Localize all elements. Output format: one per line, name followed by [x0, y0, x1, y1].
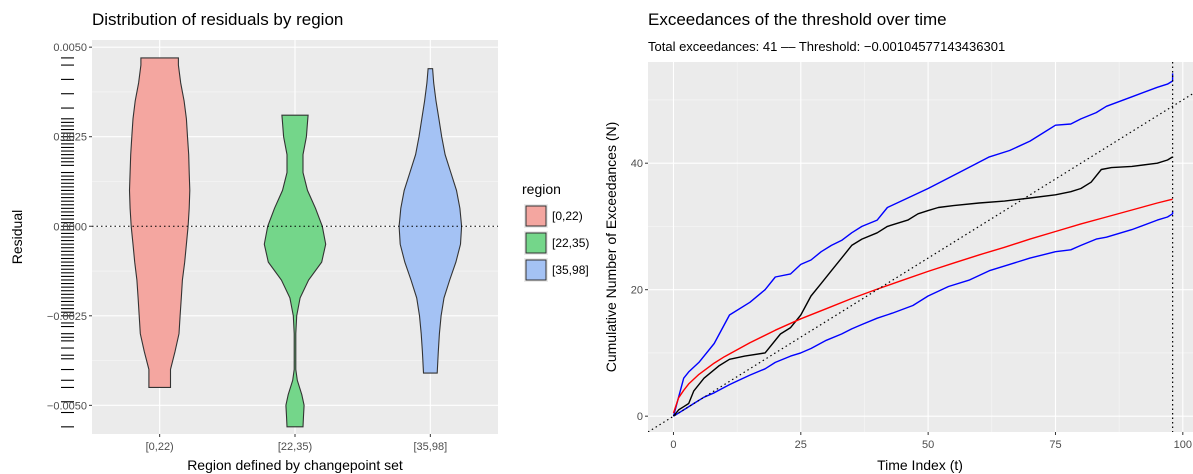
- exceedance-x-ticks: 0 25 50 75 100: [670, 432, 1192, 451]
- violin-x-tick-label: [35,98]: [414, 441, 448, 453]
- violin-2: [263, 114, 327, 428]
- legend-swatch: [525, 232, 547, 254]
- exceedance-y-ticks: 0 20 40: [631, 158, 648, 423]
- exceedance-subtitle: Total exceedances: 41 –– Threshold: −0.0…: [648, 39, 1005, 54]
- exceedance-series-line-5: [648, 93, 1193, 432]
- violin-1: [128, 57, 191, 388]
- violin-y-tick-label: 0.0000: [53, 221, 87, 233]
- exceedance-x-tick-label: 25: [795, 439, 807, 451]
- legend-title: region: [522, 181, 561, 197]
- exceedance-x-tick-label: 100: [1174, 439, 1192, 451]
- region-legend: region [0,22) [22,35) [35,98]: [522, 181, 589, 282]
- violin-x-tick-label: [0,22): [146, 441, 174, 453]
- exceedance-panel: Exceedances of the threshold over time T…: [603, 10, 1193, 473]
- exceedance-series: [648, 73, 1193, 432]
- exceedance-grid-major: [648, 62, 1193, 432]
- exceedance-y-tick-label: 0: [637, 411, 643, 423]
- legend-entries: [0,22) [22,35) [35,98]: [524, 204, 589, 282]
- exceedance-x-tick-label: 0: [670, 439, 676, 451]
- violin-shapes: [128, 57, 463, 428]
- legend-label: [35,98]: [552, 263, 589, 277]
- legend-swatch: [525, 205, 547, 227]
- exceedance-x-tick-label: 75: [1049, 439, 1061, 451]
- exceedance-y-label: Cumulative Number of Exceedances (N): [603, 122, 619, 373]
- exceedance-y-tick-label: 40: [631, 158, 643, 170]
- violin-x-ticks: [0,22) [22,35) [35,98]: [146, 434, 448, 453]
- exceedance-series-line-3: [672, 156, 1173, 417]
- violin-y-ticks: −0.0050 −0.0025 0.0000 0.0025 0.0050: [47, 42, 92, 412]
- legend-label: [0,22): [552, 209, 583, 223]
- violin-title: Distribution of residuals by region: [92, 10, 343, 29]
- legend-label: [22,35): [552, 236, 589, 250]
- exceedance-series-line-1: [672, 73, 1174, 417]
- violin-y-tick-label: 0.0025: [53, 132, 87, 144]
- violin-3: [398, 68, 463, 374]
- violin-x-label: Region defined by changepoint set: [187, 457, 403, 473]
- exceedance-plot-background: [648, 62, 1193, 432]
- legend-swatch: [525, 259, 547, 281]
- exceedance-x-label: Time Index (t): [877, 457, 963, 473]
- exceedance-grid-minor: [648, 62, 1193, 432]
- exceedance-series-line-2: [673, 210, 1174, 417]
- exceedance-y-tick-label: 20: [631, 285, 643, 297]
- violin-y-tick-label: 0.0050: [53, 42, 87, 54]
- violin-x-tick-label: [22,35): [278, 441, 312, 453]
- violin-y-label: Residual: [9, 210, 25, 264]
- violin-y-tick-label: −0.0050: [47, 400, 87, 412]
- exceedance-x-tick-label: 50: [922, 439, 934, 451]
- residual-rug: [61, 57, 74, 428]
- violin-panel: Distribution of residuals by region −0.0…: [9, 10, 498, 473]
- violin-y-tick-label: −0.0025: [47, 311, 87, 323]
- exceedance-title: Exceedances of the threshold over time: [648, 10, 947, 29]
